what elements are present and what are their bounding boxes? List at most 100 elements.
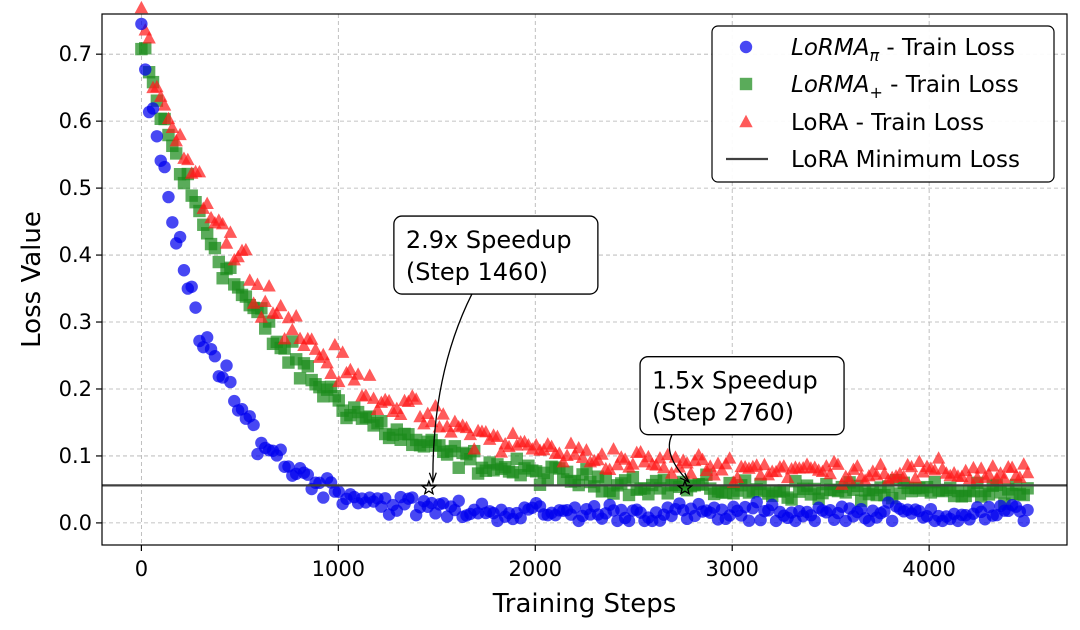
data-point-square [170, 147, 183, 160]
data-point-circle [135, 17, 148, 31]
data-point-square [286, 335, 299, 348]
series-circle-points [135, 17, 1034, 528]
y-tick-label: 0.5 [59, 176, 92, 200]
legend-label-suffix: - Train Loss [848, 110, 984, 136]
legend-entry-3: LoRA - Train Loss [739, 110, 984, 136]
data-point-square [200, 227, 214, 240]
data-point-triangle [363, 368, 377, 381]
data-point-circle [808, 514, 821, 528]
data-point-triangle [664, 466, 679, 479]
axis-ticks: 0 1000 2000 3000 4000 0.0 0.1 0.2 0.3 0.4 0.5 0.6 0.… [59, 42, 956, 581]
data-point-triangle [150, 79, 164, 93]
y-tick-label: 0.2 [59, 377, 92, 401]
data-point-triangle [332, 374, 346, 388]
data-point-circle [885, 514, 899, 528]
data-point-triangle [579, 443, 594, 456]
data-point-triangle [366, 391, 381, 404]
data-point-triangle [258, 294, 272, 308]
annotation-arrow [668, 434, 690, 483]
data-point-triangle [428, 399, 443, 412]
data-point-triangle [904, 459, 919, 473]
data-point-triangle [1017, 457, 1031, 470]
data-point-circle [200, 331, 214, 344]
data-point-circle [185, 280, 198, 294]
x-tick-label: 1000 [312, 557, 365, 581]
data-point-triangle [351, 367, 365, 380]
data-point-square [293, 372, 307, 385]
data-point-triangle [169, 133, 183, 147]
data-point-circle [177, 264, 191, 277]
data-point-triangle [215, 216, 230, 230]
legend-label: LoRA Minimum Loss [791, 147, 1020, 173]
legend-marker-circle [739, 40, 753, 54]
data-point-triangle [835, 477, 849, 490]
data-point-triangle [633, 444, 648, 458]
data-point-triangle [571, 440, 586, 454]
speedup-star-marker [676, 479, 694, 496]
data-point-triangle [1013, 470, 1027, 483]
data-point-triangle [606, 442, 621, 455]
data-point-circle [622, 514, 636, 528]
data-point-square [738, 474, 752, 487]
data-point-triangle [274, 298, 288, 312]
data-point-circle [750, 495, 763, 509]
data-point-circle [166, 216, 179, 229]
speedup-star-marker [420, 479, 438, 496]
annotation-arrow [432, 293, 473, 483]
data-point-triangle [695, 452, 710, 465]
data-point-circle [514, 511, 527, 525]
data-point-circle [301, 468, 314, 481]
data-point-triangle [626, 457, 640, 470]
data-point-triangle [564, 436, 578, 449]
data-point-circle [150, 130, 164, 143]
data-point-triangle [239, 242, 253, 256]
data-point-triangle [908, 471, 923, 484]
data-point-triangle [649, 458, 663, 471]
data-point-triangle [154, 89, 168, 102]
y-tick-label: 0.3 [59, 310, 92, 334]
x-tick-label: 3000 [705, 557, 758, 581]
data-point-triangle [850, 459, 865, 472]
data-point-triangle [219, 236, 234, 249]
data-point-triangle [134, 0, 149, 14]
y-tick-label: 0.1 [59, 444, 92, 468]
data-point-triangle [270, 306, 284, 319]
data-point-triangle [200, 196, 214, 210]
data-point-triangle [730, 470, 745, 484]
data-point-triangle [556, 455, 570, 468]
y-tick-label: 0.6 [59, 109, 92, 133]
annotation-1: 2.9x Speedup (Step 1460) [393, 215, 599, 496]
data-point-triangle [873, 457, 888, 470]
annotations: 2.9x Speedup (Step 1460) 1.5x Speedup (Step… [393, 215, 845, 496]
data-point-triangle [568, 447, 582, 460]
data-point-triangle [289, 309, 303, 322]
data-point-triangle [777, 459, 791, 472]
data-point-triangle [359, 388, 373, 401]
y-tick-label: 0.7 [59, 42, 92, 66]
plot-frame [101, 13, 1068, 546]
data-point-triangle [974, 461, 988, 474]
data-point-triangle [370, 402, 385, 415]
legend-marker-square [739, 77, 753, 91]
data-point-triangle [575, 450, 590, 464]
data-point-triangle [494, 445, 508, 458]
data-point-triangle [467, 442, 481, 455]
legend-label-base: LoRMA [791, 72, 869, 98]
data-point-circle [742, 514, 756, 527]
legend-label-base: LoRA [791, 110, 849, 136]
data-point-triangle [931, 451, 946, 464]
data-point-circle [208, 350, 222, 363]
data-point-triangle [157, 98, 172, 111]
data-point-triangle [393, 407, 408, 421]
data-point-circle [220, 359, 233, 372]
data-point-triangle [986, 459, 1000, 472]
data-point-triangle [997, 471, 1012, 484]
x-tick-label: 4000 [902, 557, 955, 581]
data-point-circle [173, 230, 187, 244]
data-point-triangle [335, 345, 350, 358]
data-point-triangle [722, 451, 737, 464]
data-point-triangle [409, 392, 423, 405]
series-triangle-points [134, 0, 1035, 490]
data-point-circle [247, 418, 260, 432]
